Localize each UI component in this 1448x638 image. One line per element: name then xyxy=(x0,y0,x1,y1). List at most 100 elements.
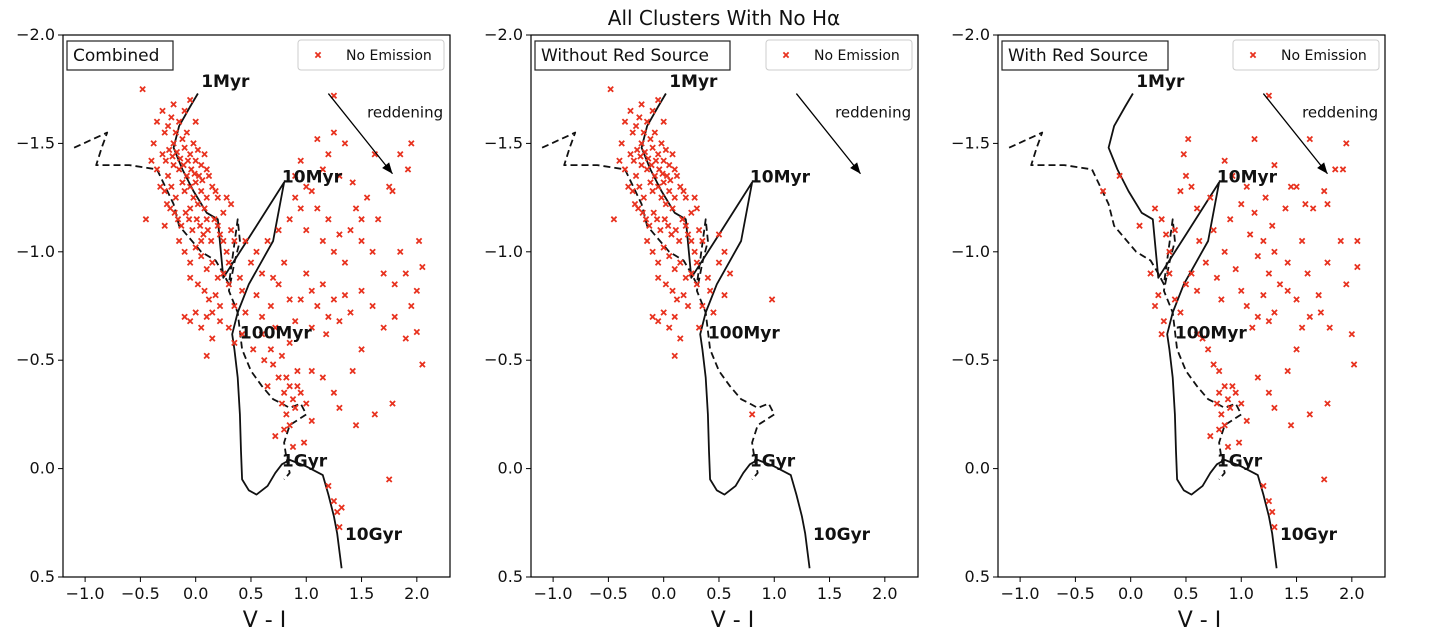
data-point xyxy=(1265,270,1273,277)
age-label: 10Gyr xyxy=(1280,525,1338,545)
data-point xyxy=(665,252,673,260)
data-point xyxy=(190,194,197,201)
data-point xyxy=(322,330,330,338)
data-point xyxy=(389,187,396,195)
data-point xyxy=(231,339,238,347)
data-point xyxy=(347,226,354,234)
data-point xyxy=(258,270,266,277)
x-tick-label: 0.0 xyxy=(183,584,208,603)
data-point xyxy=(264,382,271,390)
data-point xyxy=(1151,302,1159,310)
reddening-arrow-line xyxy=(795,93,862,175)
axes-frame xyxy=(62,34,451,578)
data-point xyxy=(205,296,213,303)
data-point xyxy=(693,205,701,212)
y-tick-label: 0.0 xyxy=(30,459,55,478)
data-point xyxy=(1229,382,1236,390)
data-point xyxy=(186,205,194,212)
data-point xyxy=(358,287,365,295)
data-point xyxy=(673,296,681,303)
data-point xyxy=(710,309,717,316)
data-point xyxy=(269,274,277,282)
data-point xyxy=(677,259,684,266)
data-point xyxy=(214,274,222,282)
y-tick-label: −1.0 xyxy=(951,242,990,261)
data-point xyxy=(1306,411,1314,418)
data-point xyxy=(249,346,257,353)
data-point xyxy=(391,281,398,288)
data-point xyxy=(200,231,207,238)
figure-title: All Clusters With No Hα xyxy=(608,6,840,30)
chart-panel-2: −1.0 −0.5 0.0 0.5 1.0 1.5 2.0 −2.0 −1.5 −1.0 −0.5 0… xyxy=(484,25,919,633)
data-point xyxy=(1158,216,1165,223)
data-point xyxy=(325,482,332,490)
data-point xyxy=(1324,400,1331,407)
data-point xyxy=(275,374,282,381)
data-point xyxy=(673,172,681,180)
data-point xyxy=(660,179,667,186)
panel-title-box xyxy=(1001,40,1169,71)
y-tick-label: −0.5 xyxy=(16,350,55,369)
data-point xyxy=(671,352,678,360)
data-point xyxy=(1221,382,1228,390)
data-point xyxy=(181,313,188,321)
data-point xyxy=(638,161,645,169)
data-point xyxy=(1221,248,1228,256)
data-point xyxy=(1193,287,1201,295)
age-label: 1Gyr xyxy=(750,451,796,471)
data-point xyxy=(291,194,299,201)
reddening-label: reddening xyxy=(1302,103,1378,121)
data-point xyxy=(194,146,202,154)
reddening-arrow-head xyxy=(382,162,393,174)
plot-area xyxy=(1008,92,1361,569)
data-point xyxy=(649,313,656,321)
data-point xyxy=(1293,346,1300,353)
data-point xyxy=(660,118,667,125)
data-point xyxy=(330,296,338,303)
data-point xyxy=(1243,302,1251,310)
data-point xyxy=(404,166,412,173)
data-point xyxy=(419,263,426,271)
y-tick-label: −1.5 xyxy=(484,133,523,152)
data-point xyxy=(330,248,338,256)
data-point xyxy=(1276,281,1284,288)
data-point xyxy=(1213,274,1221,282)
data-point xyxy=(167,205,174,212)
data-point xyxy=(1166,270,1173,277)
data-point xyxy=(183,129,191,136)
y-tick-label: −1.0 xyxy=(484,242,523,261)
data-point xyxy=(1155,291,1162,299)
data-point xyxy=(688,237,695,245)
data-point xyxy=(196,222,204,230)
reddening-label: reddening xyxy=(367,103,443,121)
data-point xyxy=(341,140,349,147)
data-point xyxy=(1196,237,1203,245)
data-point xyxy=(330,497,338,505)
data-point xyxy=(1199,335,1206,342)
data-point xyxy=(242,309,249,316)
data-point xyxy=(397,248,404,256)
x-tick-label: 1.5 xyxy=(349,584,374,603)
data-point xyxy=(278,352,286,360)
data-point xyxy=(680,187,687,195)
data-point xyxy=(291,317,299,325)
data-point xyxy=(1224,443,1232,451)
data-point xyxy=(402,270,410,277)
y-tick-label: −1.5 xyxy=(951,133,990,152)
solid-track xyxy=(1107,93,1278,569)
data-point xyxy=(691,194,698,201)
data-point xyxy=(643,118,651,125)
data-point xyxy=(303,400,310,407)
data-point xyxy=(238,330,246,338)
data-point xyxy=(677,335,684,342)
data-point xyxy=(671,265,678,273)
data-point xyxy=(1254,313,1262,321)
y-tick-label: 0.5 xyxy=(965,567,990,586)
data-point xyxy=(197,324,205,331)
y-tick-label: −2.0 xyxy=(484,25,523,44)
data-point xyxy=(748,411,756,418)
data-point xyxy=(286,382,293,390)
data-point xyxy=(657,226,664,234)
data-point xyxy=(258,313,266,321)
data-point xyxy=(286,296,293,303)
